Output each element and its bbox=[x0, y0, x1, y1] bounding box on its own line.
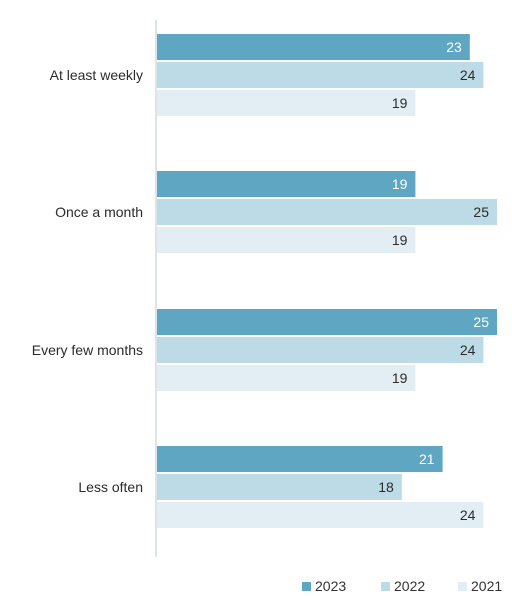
bar-2023-1 bbox=[157, 171, 416, 197]
data-label-2022-3: 18 bbox=[378, 479, 394, 495]
bar-2022-3 bbox=[157, 474, 402, 500]
bar-2023-2 bbox=[157, 309, 497, 335]
data-label-2023-3: 21 bbox=[419, 451, 435, 467]
bar-2023-0 bbox=[157, 34, 470, 60]
category-label-1: Once a month bbox=[55, 204, 143, 220]
bar-2021-3 bbox=[157, 502, 484, 528]
data-label-2021-0: 19 bbox=[392, 95, 408, 111]
category-label-2: Every few months bbox=[32, 342, 143, 358]
legend-label-2021: 2021 bbox=[471, 578, 502, 594]
legend-swatch-2021 bbox=[458, 582, 467, 591]
bar-2021-2 bbox=[157, 365, 416, 391]
legend: 2023 2022 2021 bbox=[302, 578, 502, 594]
data-label-2021-3: 24 bbox=[460, 507, 476, 523]
bars-layer: 23 24 19 19 25 19 25 24 19 21 18 24 bbox=[157, 34, 497, 528]
data-label-2023-2: 25 bbox=[473, 314, 489, 330]
category-label-0: At least weekly bbox=[50, 67, 143, 83]
bar-2022-2 bbox=[157, 337, 484, 363]
category-labels: At least weekly Once a month Every few mon… bbox=[32, 67, 143, 495]
data-label-2022-2: 24 bbox=[460, 342, 476, 358]
legend-label-2022: 2022 bbox=[394, 578, 425, 594]
data-label-2022-1: 25 bbox=[473, 204, 489, 220]
data-label-2021-1: 19 bbox=[392, 232, 408, 248]
bar-2023-3 bbox=[157, 446, 443, 472]
data-label-2023-1: 19 bbox=[392, 176, 408, 192]
data-label-2021-2: 19 bbox=[392, 370, 408, 386]
data-label-2022-0: 24 bbox=[460, 67, 476, 83]
category-label-3: Less often bbox=[78, 479, 143, 495]
data-label-2023-0: 23 bbox=[446, 39, 462, 55]
legend-swatch-2022 bbox=[381, 582, 390, 591]
bar-2021-1 bbox=[157, 227, 416, 253]
legend-label-2023: 2023 bbox=[315, 578, 346, 594]
legend-swatch-2023 bbox=[302, 582, 311, 591]
bar-2022-0 bbox=[157, 62, 484, 88]
bar-2021-0 bbox=[157, 90, 416, 116]
bar-2022-1 bbox=[157, 199, 497, 225]
